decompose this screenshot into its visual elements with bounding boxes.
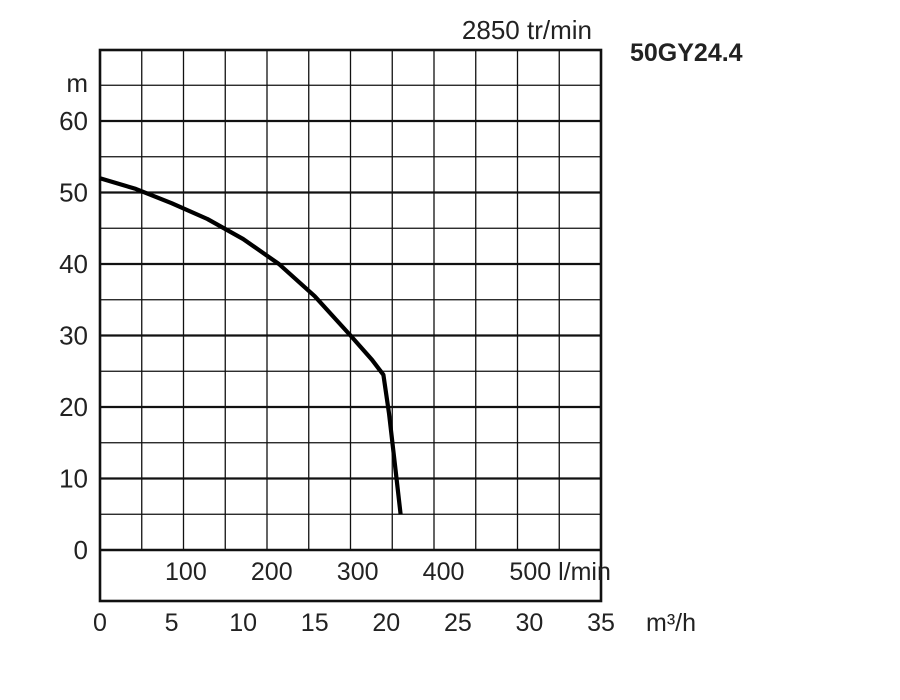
x-tick-label: 20 [372,609,400,637]
x-tick-label: 35 [587,609,615,637]
chart-title: 50GY24.4 [630,39,743,67]
x-axis-label: m³/h [646,609,696,637]
x-tick-label: 0 [93,609,107,637]
secondary-x-tick-label: 100 [165,558,207,586]
series-line [99,176,403,515]
secondary-x-tick-label: 500 l/min [509,558,610,586]
x-tick-label: 15 [301,609,329,637]
y-tick-label: 30 [59,321,88,351]
plot-border [98,48,603,603]
secondary-x-tick-label: 400 [423,558,465,586]
secondary-x-tick-label: 200 [251,558,293,586]
x-tick-label: 10 [229,609,257,637]
secondary-x-tick-label: 300 [337,558,379,586]
chart-subtitle: 2850 tr/min [462,15,592,45]
x-tick-label: 5 [165,609,179,637]
secondary-x-tick-labels: 100 200 300 400 500 l/min [165,558,611,586]
y-tick-label: 10 [59,464,88,494]
x-tick-label: 30 [516,609,544,637]
y-tick-label: 40 [59,249,88,279]
y-tick-label: 60 [59,106,88,136]
y-tick-label: 0 [74,535,88,565]
performance-curve [99,176,403,515]
y-tick-labels: 0 10 20 30 40 50 60 [59,106,88,565]
y-axis-label: m [66,68,88,98]
y-tick-label: 20 [59,392,88,422]
plot-frame [98,48,603,603]
x-tick-label: 25 [444,609,472,637]
grid [100,50,601,550]
x-tick-labels: 0 5 10 15 20 25 30 35 [93,609,615,637]
y-tick-label: 50 [59,178,88,208]
